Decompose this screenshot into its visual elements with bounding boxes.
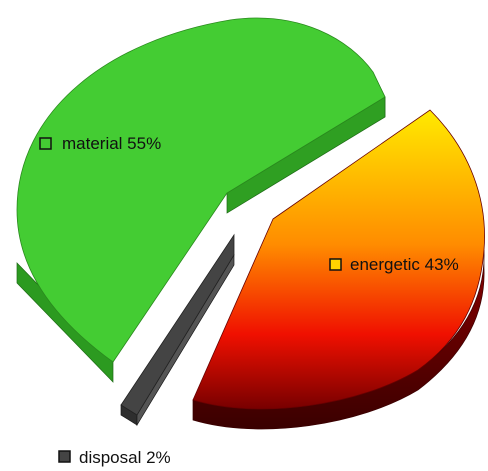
legend-marker-material xyxy=(39,137,52,150)
legend-marker-energetic xyxy=(329,258,342,271)
slice-disposal xyxy=(120,233,235,416)
slice-label-energetic: energetic 43% xyxy=(350,255,459,274)
slice-label-disposal: disposal 2% xyxy=(79,448,171,467)
legend-marker-disposal xyxy=(58,450,71,463)
slice-label-material: material 55% xyxy=(62,134,161,153)
label-disposal: disposal 2% xyxy=(58,448,171,467)
slice-material xyxy=(16,17,386,363)
label-energetic: energetic 43% xyxy=(329,255,459,274)
label-material: material 55% xyxy=(39,134,161,153)
